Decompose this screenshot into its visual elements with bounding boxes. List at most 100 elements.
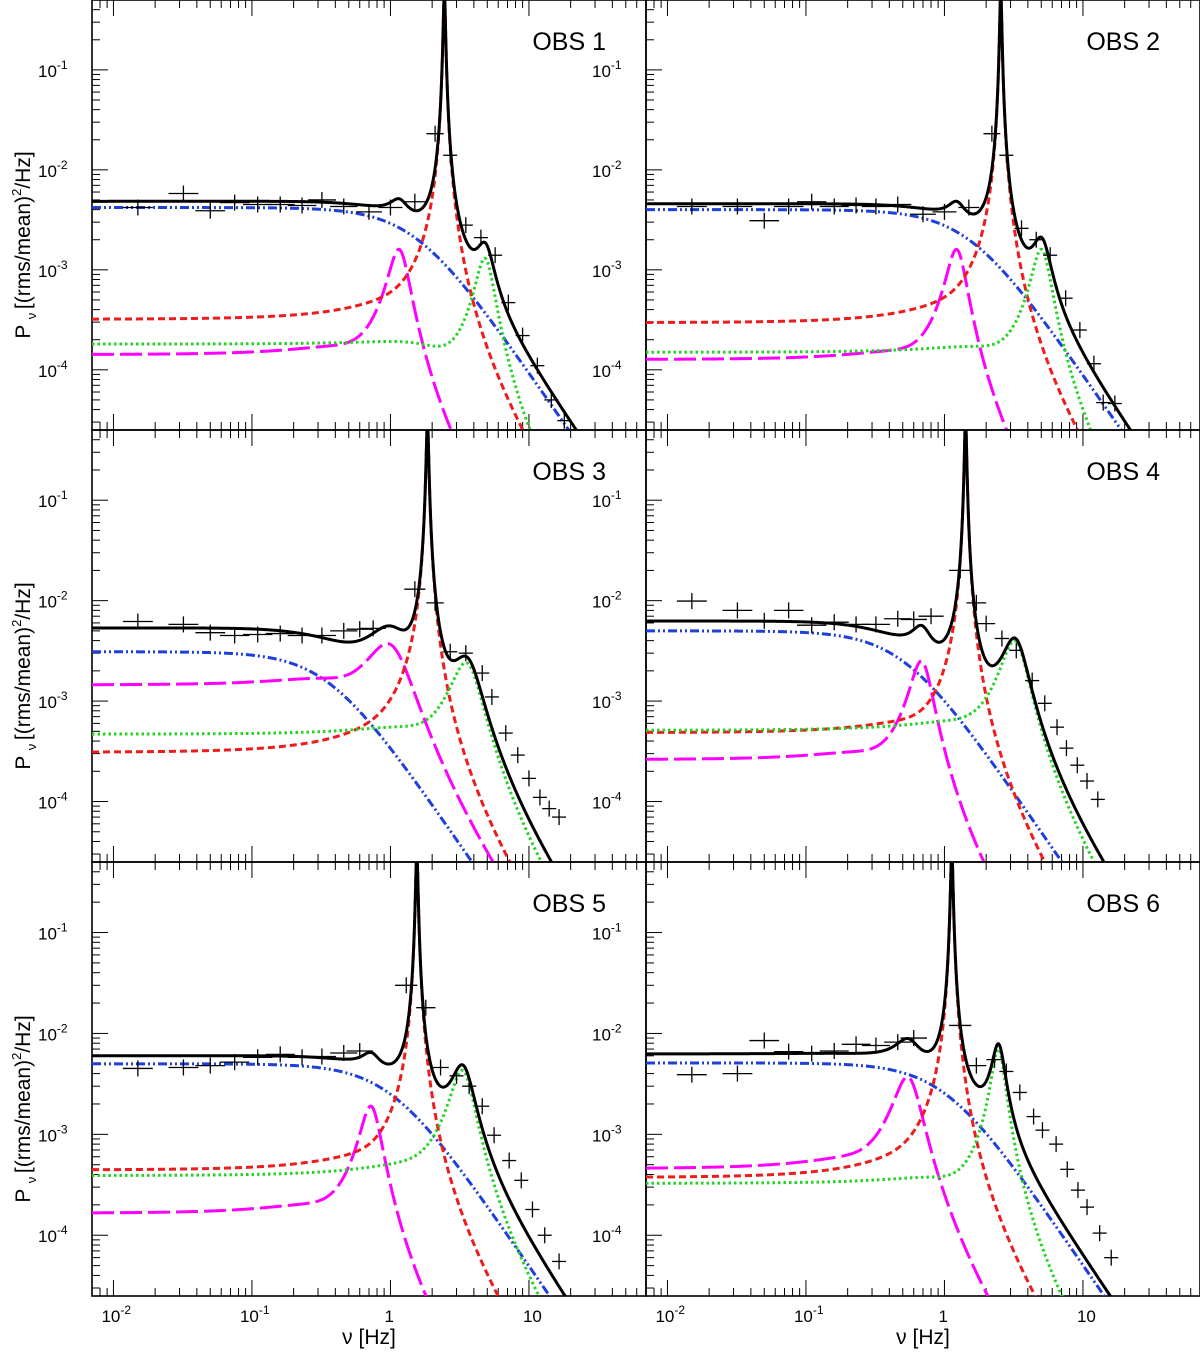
x-axis-title-left: ν [Hz] (342, 1326, 396, 1349)
data-point (404, 193, 426, 210)
data-point (1104, 1249, 1119, 1266)
total-model (92, 862, 567, 1296)
data-point (1025, 672, 1040, 689)
data-point (949, 562, 972, 579)
data-point (1035, 1122, 1050, 1139)
component-qpo-harmonic (646, 1047, 1064, 1296)
y-axis-title: P ν [(rms/mean)2/Hz] (9, 1015, 39, 1202)
component-broad-noise (646, 629, 1064, 862)
data-point (749, 212, 780, 229)
data-point (287, 1049, 317, 1066)
panel-label: OBS 2 (1086, 28, 1160, 56)
data-point (307, 627, 336, 644)
data-point (797, 617, 827, 634)
data-point (195, 624, 226, 641)
data-point (449, 1067, 464, 1084)
data-point (487, 1127, 502, 1144)
data-point (819, 614, 849, 631)
data-point (243, 626, 273, 643)
component-qpo-subharmonic (646, 1075, 990, 1296)
data-point (544, 391, 559, 408)
panel-curves (92, 0, 579, 430)
data-point (994, 630, 1010, 647)
data-point (475, 1098, 490, 1115)
data-point (346, 1042, 373, 1059)
data-point (1070, 1182, 1085, 1199)
panel-label: OBS 5 (532, 890, 606, 918)
component-qpo-subharmonic (92, 247, 453, 430)
data-point (168, 185, 199, 202)
data-point (473, 229, 488, 246)
data-point (722, 602, 753, 619)
data-point (676, 593, 707, 610)
data-point (958, 199, 980, 216)
data-point (1009, 642, 1024, 659)
component-broad-noise (646, 1061, 1107, 1296)
data-point (841, 197, 871, 214)
data-point (1012, 1084, 1027, 1101)
data-point (542, 800, 557, 817)
data-point (749, 612, 780, 629)
data-point (900, 1030, 927, 1047)
data-point (949, 1017, 972, 1034)
data-point (773, 198, 804, 215)
data-point (537, 1227, 552, 1244)
panel-label: OBS 6 (1086, 890, 1160, 918)
data-point (265, 196, 295, 213)
data-point (910, 206, 936, 223)
total-model (646, 430, 1106, 862)
data-point (797, 1045, 827, 1062)
data-point (1086, 355, 1101, 372)
panel-curves (646, 0, 1133, 430)
data-point (676, 1066, 707, 1083)
y-axis-title: P ν [(rms/mean)2/Hz] (9, 582, 39, 769)
panel-label: OBS 3 (532, 458, 606, 486)
total-model (92, 430, 554, 862)
data-point (307, 1048, 336, 1065)
data-point (122, 1060, 153, 1077)
x-axis-title-right: ν [Hz] (896, 1326, 950, 1349)
data-point (900, 611, 927, 628)
panel-curves (646, 862, 1119, 1296)
data-point (458, 645, 473, 662)
data-point (395, 977, 418, 994)
data-point (219, 627, 250, 644)
data-point (552, 1253, 567, 1270)
panel-curves (646, 430, 1106, 862)
data-point (1070, 757, 1085, 774)
data-point (722, 198, 753, 215)
data-point (458, 217, 473, 234)
data-point (243, 1049, 273, 1066)
component-qpo-fundamental (92, 430, 512, 862)
data-point (1050, 719, 1065, 736)
data-point (265, 625, 295, 642)
data-point (1090, 791, 1105, 808)
y-axis-title: P ν [(rms/mean)2/Hz] (9, 151, 39, 338)
component-qpo-subharmonic (646, 247, 1009, 430)
data-point (532, 789, 547, 806)
data-point (1037, 695, 1052, 712)
data-point (966, 594, 987, 611)
data-point (514, 1172, 529, 1189)
component-qpo-subharmonic (92, 642, 495, 862)
data-point (861, 198, 890, 215)
data-point (510, 747, 525, 764)
data-point (330, 622, 358, 639)
panel-label: OBS 1 (532, 28, 606, 56)
component-qpo-harmonic (646, 247, 1093, 430)
data-point (378, 199, 403, 216)
data-point (773, 1043, 804, 1060)
x-tick-label: 10 (523, 1307, 542, 1326)
panels-layer: 10-110-210-310-4P ν [(rms/mean)2/Hz]OBS … (9, 0, 1200, 1326)
panel-curves (92, 430, 567, 862)
data-point (432, 1059, 449, 1076)
panel-curves (92, 862, 567, 1296)
data-point (797, 193, 827, 210)
data-point (1080, 1199, 1095, 1216)
data-point (330, 198, 358, 215)
data-point (330, 1044, 358, 1061)
component-broad-noise (646, 208, 1124, 430)
data-point (265, 1046, 295, 1063)
data-point (932, 203, 957, 220)
